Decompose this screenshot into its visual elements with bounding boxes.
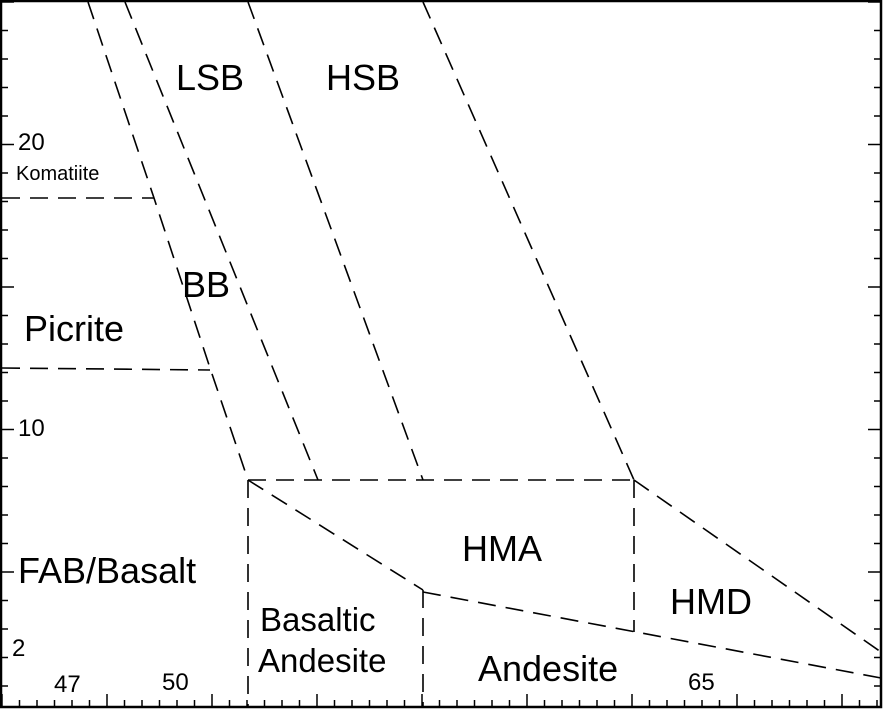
- field-label-hsb: HSB: [326, 57, 400, 98]
- field-label-lsb: LSB: [176, 57, 244, 98]
- field-label-andesite: Andesite: [478, 648, 618, 689]
- boundary-andesite-top: [422, 591, 882, 679]
- boundary-picrite-basalt: [1, 367, 211, 371]
- y-tick-label-20: 20: [18, 129, 45, 156]
- field-label-hmd: HMD: [670, 581, 752, 622]
- field-label-picrite: Picrite: [24, 308, 124, 349]
- field-label-basaltic: Basaltic: [260, 601, 376, 638]
- y-axis-ticks-right: [868, 1, 881, 687]
- field-label-fab-basalt: FAB/Basalt: [18, 550, 196, 591]
- y-axis-ticks: [1, 1, 14, 687]
- boundary-komatiite-bb: [87, 1, 249, 481]
- field-label-komatiite: Komatiite: [16, 163, 99, 185]
- field-label-bb: BB: [182, 264, 230, 305]
- boundary-lsb-bb: [124, 1, 319, 481]
- x-tick-label-47: 47: [54, 671, 81, 698]
- x-axis-ticks: [1, 694, 878, 707]
- boundary-hsb-right: [422, 1, 635, 481]
- field-label-basaltic-andesite-line2: Andesite: [258, 642, 386, 679]
- y-tick-label-2: 2: [12, 635, 25, 662]
- boundary-lsb-hsb: [247, 1, 424, 481]
- field-label-hma: HMA: [462, 528, 542, 569]
- x-tick-label-50: 50: [162, 669, 189, 696]
- boundary-hmd-top: [633, 479, 882, 653]
- boundary-hma-basaltic-andesite: [247, 479, 424, 591]
- y-tick-label-10: 10: [18, 415, 45, 442]
- x-tick-label-65: 65: [688, 669, 715, 696]
